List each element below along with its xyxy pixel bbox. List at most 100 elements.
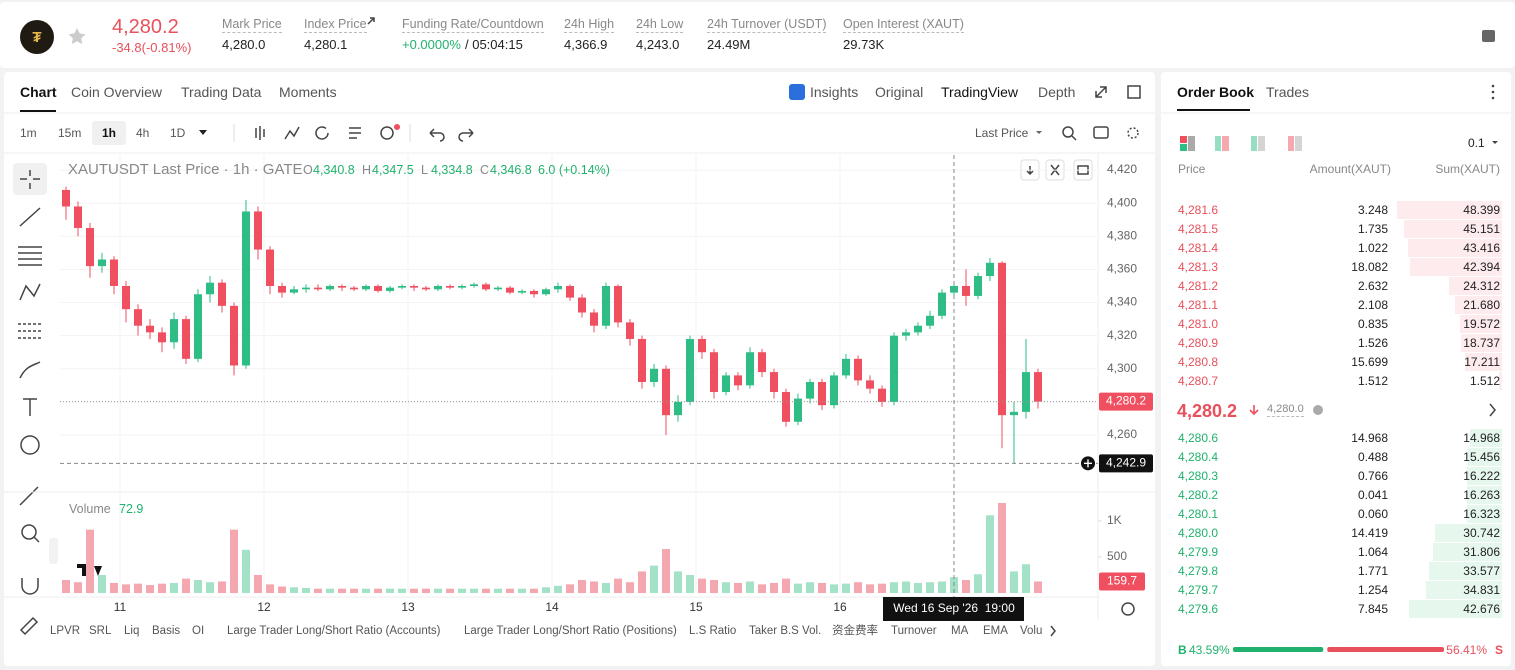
view-bids-icon[interactable] — [1215, 136, 1221, 151]
candle-body — [218, 282, 226, 306]
interval[interactable]: 1m — [20, 126, 37, 140]
order-price[interactable]: 4,281.6 — [1178, 203, 1219, 217]
interval[interactable]: 4h — [136, 126, 150, 140]
chart-tab[interactable]: Moments — [279, 84, 337, 100]
order-price[interactable]: 4,281.3 — [1178, 260, 1219, 274]
redo-icon[interactable] — [458, 128, 474, 142]
candle-type-icon[interactable] — [255, 126, 265, 140]
chevron[interactable] — [1489, 403, 1496, 417]
indicator-tab[interactable]: MA — [951, 625, 969, 637]
order-price[interactable]: 4,281.0 — [1178, 317, 1219, 331]
emoji-tool[interactable] — [20, 435, 40, 455]
order-book-tab[interactable]: Order Book — [1177, 84, 1255, 100]
indicator-tab[interactable]: 资金费率 — [832, 625, 878, 637]
indicator-tab[interactable]: EMA — [983, 625, 1008, 637]
add-icon[interactable] — [380, 126, 394, 140]
order-price[interactable]: 4,281.2 — [1178, 279, 1219, 293]
indicator-tab[interactable]: LPVR — [50, 625, 81, 637]
pattern-tool[interactable] — [19, 283, 41, 301]
order-price[interactable]: 4,280.3 — [1178, 469, 1219, 483]
order-price[interactable]: 4,280.2 — [1178, 488, 1219, 502]
chart-tab[interactable]: Trading Data — [181, 84, 262, 100]
order-price[interactable]: 4,279.6 — [1178, 602, 1219, 616]
indicator-tab[interactable]: Large Trader Long/Short Ratio (Positions… — [464, 625, 677, 637]
order-price[interactable]: 4,279.8 — [1178, 564, 1219, 578]
chart-tab[interactable]: Coin Overview — [71, 84, 163, 100]
interval[interactable]: 15m — [58, 126, 82, 140]
zoom-tool[interactable] — [21, 524, 37, 540]
expand-icon[interactable] — [1095, 86, 1107, 98]
indicator-tab[interactable]: OI — [192, 625, 205, 637]
projection-tool[interactable] — [18, 323, 42, 339]
replay-icon[interactable] — [315, 126, 329, 140]
order-sum: 30.742 — [1463, 526, 1500, 540]
info-icon[interactable] — [1313, 405, 1323, 415]
interval[interactable]: 1D — [170, 126, 186, 140]
indicator-tab[interactable]: Large Trader Long/Short Ratio (Accounts) — [227, 625, 441, 637]
favorite-star[interactable] — [68, 28, 86, 45]
indicator-tab[interactable]: Taker B.S Vol. — [749, 625, 822, 637]
indicator-tab[interactable]: Liq — [124, 625, 140, 637]
line-tool[interactable] — [19, 207, 41, 227]
order-price[interactable]: 4,281.1 — [1178, 298, 1219, 312]
search-icon[interactable] — [1062, 126, 1074, 138]
brush-tool[interactable] — [19, 361, 41, 379]
indicator-tab[interactable]: SRL — [89, 625, 112, 637]
view-icon[interactable] — [1288, 136, 1294, 151]
order-price[interactable]: 4,280.1 — [1178, 507, 1219, 521]
precision-caret[interactable] — [1492, 141, 1498, 144]
camera-icon[interactable] — [1093, 126, 1109, 139]
order-price[interactable]: 4,281.5 — [1178, 222, 1219, 236]
undo-icon[interactable] — [429, 128, 445, 142]
notes-icon[interactable] — [1482, 30, 1495, 42]
depth-bar — [1498, 372, 1502, 390]
order-price[interactable]: 4,280.8 — [1178, 355, 1219, 369]
view-tab[interactable]: TradingView — [941, 84, 1019, 100]
order-price[interactable]: 4,279.9 — [1178, 545, 1219, 559]
view-both-icon[interactable] — [1180, 136, 1187, 143]
indicator-tab[interactable]: Basis — [152, 625, 181, 637]
view-tab[interactable]: Insights — [810, 84, 859, 100]
indicator-icon[interactable] — [284, 126, 300, 140]
volume-title: Volume — [69, 502, 111, 516]
indicator-tab[interactable]: L.S Ratio — [689, 625, 737, 637]
window-icon[interactable] — [1127, 85, 1141, 99]
indicator-tab[interactable]: Volu — [1020, 625, 1043, 637]
indicator-tab[interactable]: Turnover — [891, 625, 937, 637]
settings-icon[interactable] — [1127, 127, 1139, 139]
order-book-tab[interactable]: Trades — [1266, 84, 1310, 100]
volume-bar — [194, 580, 202, 593]
volume-last-tag — [1099, 572, 1145, 591]
crosshair-tool[interactable] — [20, 170, 40, 189]
view-tab[interactable]: Depth — [1038, 84, 1076, 100]
view-asks-icon[interactable] — [1251, 136, 1257, 151]
stat-label: Funding Rate/Countdown — [402, 17, 544, 33]
precision[interactable]: 0.1 — [1468, 136, 1485, 150]
candle-body — [650, 368, 658, 383]
order-price[interactable]: 4,280.6 — [1178, 431, 1219, 445]
order-price[interactable]: 4,281.4 — [1178, 241, 1219, 255]
order-price[interactable]: 4,280.9 — [1178, 336, 1219, 350]
volume-bar — [806, 582, 814, 593]
order-price[interactable]: 4,279.7 — [1178, 583, 1219, 597]
dropdown-caret[interactable] — [199, 130, 207, 135]
magnet-tool[interactable] — [21, 578, 39, 595]
interval[interactable]: 1h — [102, 126, 117, 140]
lock-tool[interactable] — [19, 616, 39, 636]
template-icon[interactable] — [349, 127, 361, 139]
text-tool[interactable] — [23, 398, 37, 416]
order-price[interactable]: 4,280.0 — [1178, 526, 1219, 540]
scroll-right[interactable] — [1050, 625, 1056, 637]
menu-dot[interactable] — [1491, 84, 1495, 88]
candle-body — [530, 290, 538, 295]
order-price[interactable]: 4,280.4 — [1178, 450, 1219, 464]
order-price[interactable]: 4,280.7 — [1178, 374, 1219, 388]
price-type-caret[interactable] — [1036, 131, 1042, 134]
chart-tab[interactable]: Chart — [20, 84, 57, 100]
view-tab[interactable]: Original — [875, 84, 924, 100]
fib-tool[interactable] — [18, 246, 42, 266]
price-type[interactable]: Last Price — [975, 126, 1029, 140]
collapse-handle[interactable] — [49, 538, 58, 564]
ruler-tool[interactable] — [19, 486, 39, 506]
axis-settings-icon[interactable] — [1121, 602, 1135, 616]
